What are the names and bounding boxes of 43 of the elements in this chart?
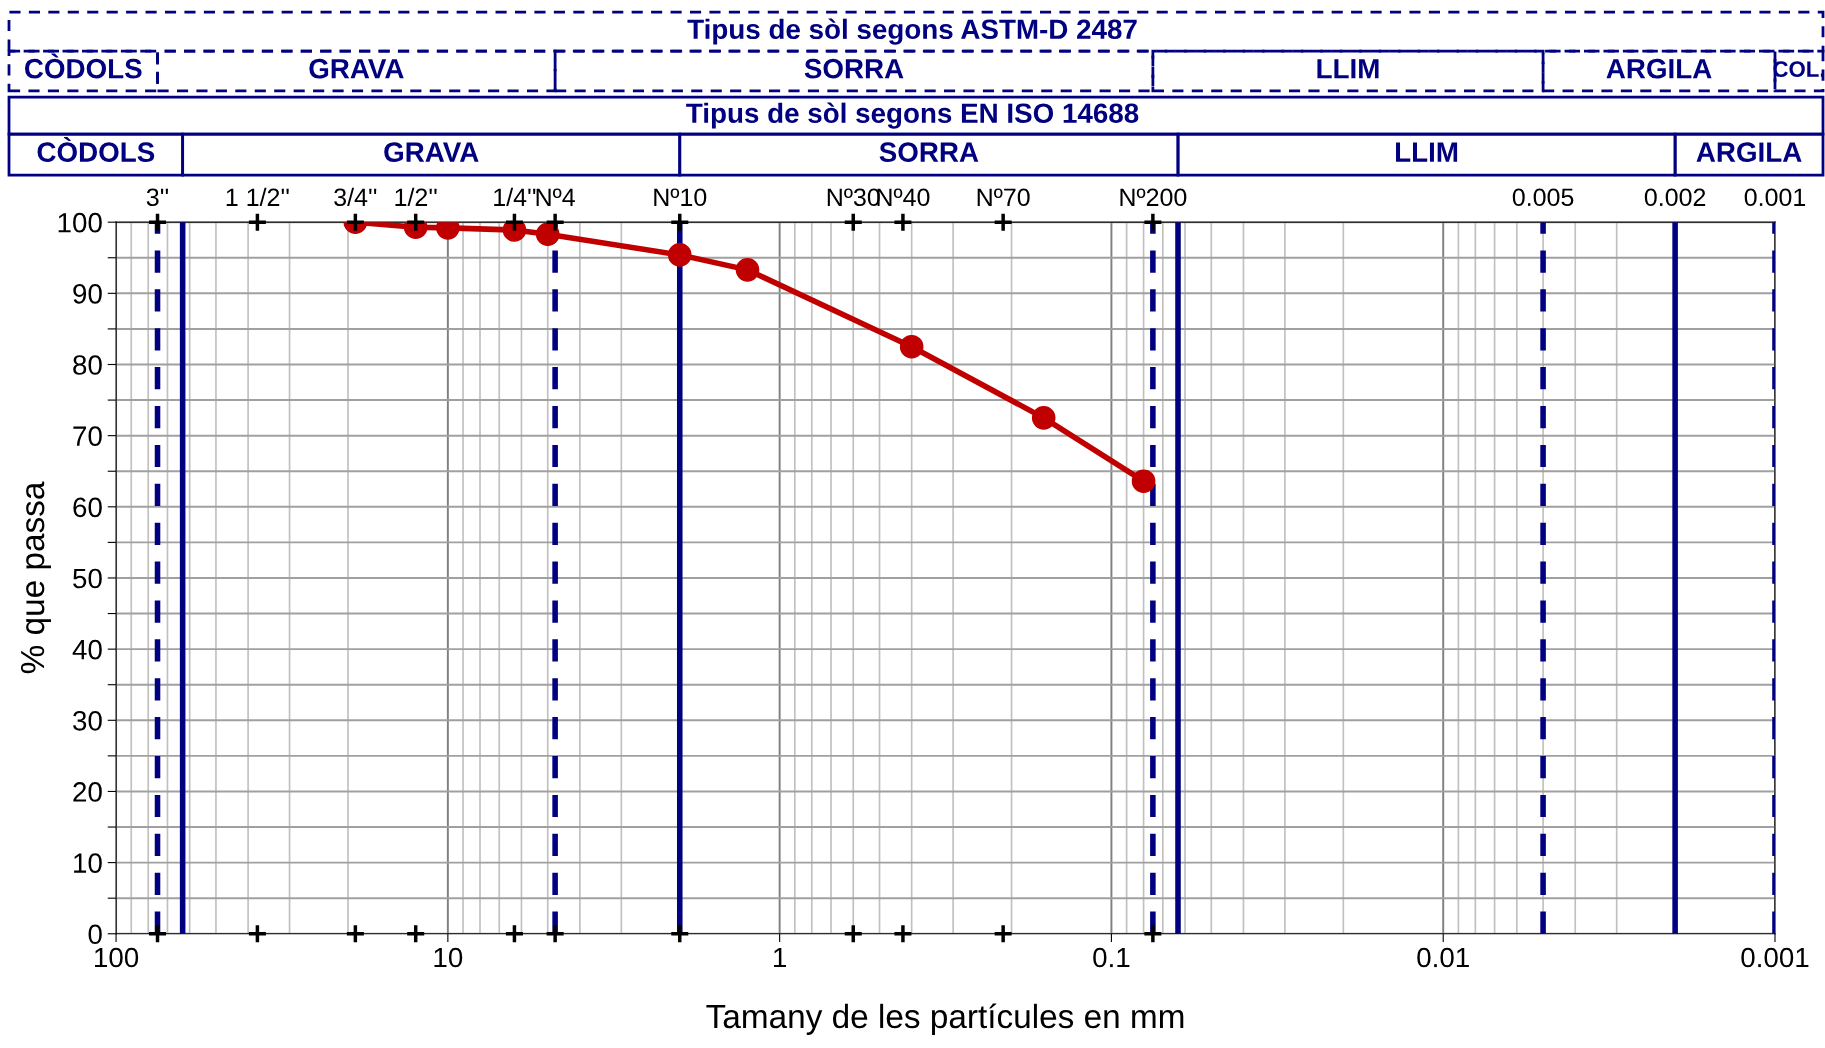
- y-tick-label: 50: [73, 568, 102, 589]
- annotation: Nº4: [536, 188, 575, 206]
- annotation: 3/4'': [334, 187, 377, 207]
- y-tick-label: 60: [73, 497, 102, 518]
- x-tick-label: 100: [95, 947, 139, 968]
- annotation: 3'': [146, 188, 168, 207]
- y-tick-label: 90: [73, 284, 102, 304]
- y-tick-label: 30: [73, 710, 102, 731]
- annotation: 1/2'': [395, 187, 437, 207]
- text: Tipus de sòl segons ASTM-D 2487: [687, 18, 1137, 45]
- text: GRAVA: [384, 142, 479, 162]
- annotation: 1/4'': [494, 187, 536, 207]
- x-tick-label: 10: [434, 947, 463, 968]
- y-tick-label: 20: [73, 782, 102, 802]
- text: LLIM: [1317, 59, 1379, 79]
- annotation: 0.001: [1744, 188, 1806, 207]
- text: SORRA: [804, 58, 904, 79]
- y-tick-label: 80: [73, 355, 102, 375]
- annotation: 0.005: [1512, 188, 1574, 207]
- text: GRAVA: [309, 58, 404, 79]
- text: SORRA: [879, 142, 979, 162]
- annotation: Nº200: [1120, 188, 1187, 207]
- text: CÒDOLS: [37, 137, 155, 162]
- y-tick-label: 70: [73, 426, 102, 446]
- text: LLIM: [1396, 142, 1458, 162]
- y-tick-label: 10: [74, 853, 102, 873]
- y-tick-label: 100: [58, 212, 102, 233]
- text: ARGILA: [1696, 142, 1802, 162]
- x-tick-label: 0.001: [1741, 947, 1809, 968]
- annotation: Nº10: [654, 188, 707, 207]
- x-tick-label: 0.1: [1093, 947, 1130, 968]
- annotation: 0.002: [1644, 188, 1706, 207]
- y-tick-label: 0: [88, 924, 102, 945]
- y-axis-title: % que passa: [20, 481, 51, 674]
- text: ARGILA: [1606, 58, 1712, 79]
- x-tick-label: 1: [774, 947, 787, 968]
- annotation: Nº70: [977, 188, 1030, 207]
- text: CÒDOLS: [24, 53, 142, 79]
- x-axis-title: Tamany de les partícules en mm: [706, 1003, 1184, 1035]
- y-tick-label: 40: [72, 639, 102, 660]
- x-tick-label: 0.01: [1417, 947, 1469, 968]
- annotation: 1 1/2'': [226, 187, 289, 207]
- text: Tipus de sòl segons EN ISO 14688: [686, 102, 1139, 129]
